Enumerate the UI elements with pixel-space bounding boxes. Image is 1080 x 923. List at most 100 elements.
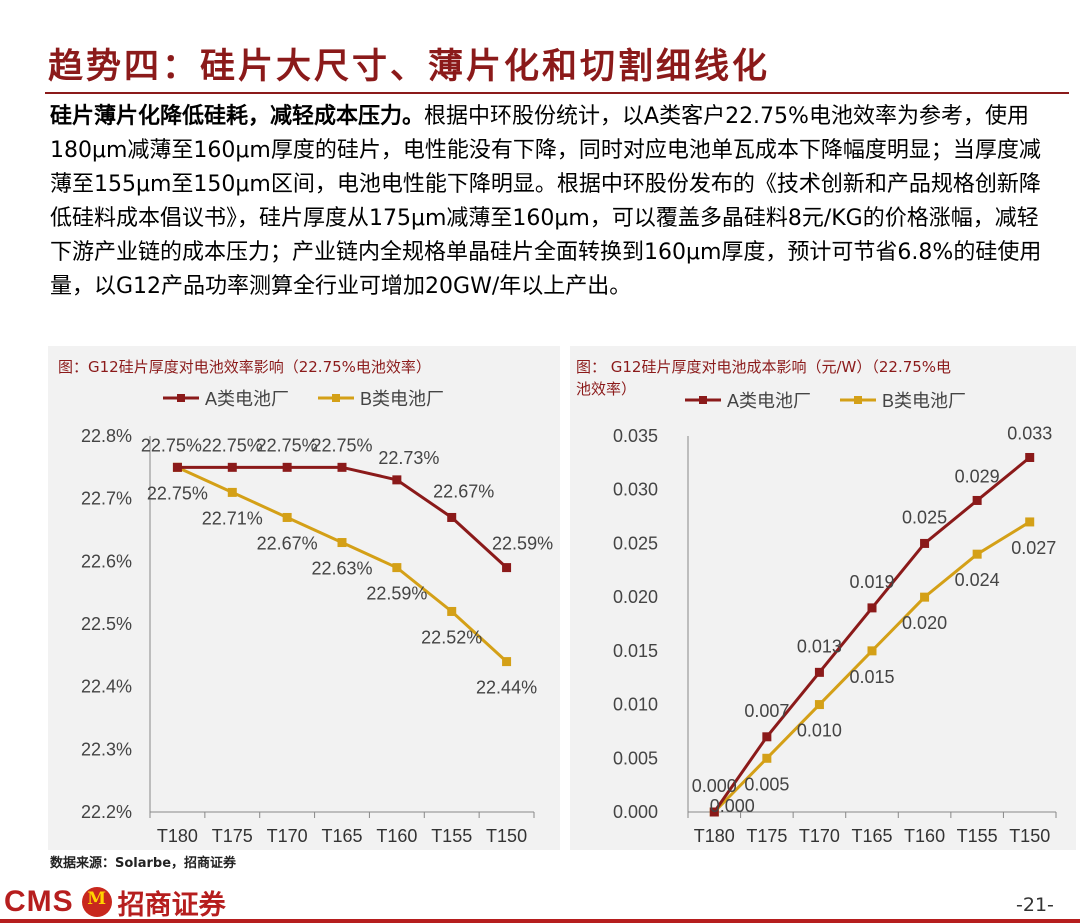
data-label: 22.75% (202, 435, 263, 455)
legend-label: A类电池厂 (727, 391, 811, 411)
x-tick-label: T165 (851, 826, 892, 846)
data-label: 22.75% (257, 435, 318, 455)
legend-marker (854, 396, 862, 404)
data-label: 0.020 (902, 613, 947, 633)
y-tick-label: 0.030 (613, 480, 658, 500)
data-label: 22.71% (202, 508, 263, 528)
data-label: 22.59% (492, 534, 553, 554)
y-tick-label: 22.5% (81, 614, 132, 634)
legend-label: A类电池厂 (205, 389, 289, 409)
y-tick-label: 22.2% (81, 802, 132, 822)
legend-marker (177, 394, 185, 402)
data-point (762, 732, 772, 742)
chart-title-line: 图： G12硅片厚度对电池成本影响（元/W）（22.75%电 (576, 358, 951, 376)
y-tick-label: 22.7% (81, 489, 132, 509)
data-point (762, 753, 772, 763)
data-label: 0.024 (955, 570, 1000, 590)
cost-chart-panel: 图： G12硅片厚度对电池成本影响（元/W）（22.75%电池效率）图： G12… (570, 346, 1076, 850)
data-point (814, 667, 824, 677)
page-number: -21- (1016, 894, 1054, 916)
legend-marker (699, 396, 707, 404)
x-tick-label: T170 (267, 826, 308, 846)
data-label: 22.52% (421, 627, 482, 647)
title-divider (45, 92, 1069, 94)
data-source: 数据来源：Solarbe，招商证券 (50, 856, 237, 871)
x-tick-label: T155 (431, 826, 472, 846)
x-tick-label: T165 (321, 826, 362, 846)
data-label: 22.73% (378, 448, 439, 468)
logo-emblem-icon: M (81, 887, 112, 917)
data-point (1025, 517, 1035, 527)
paragraph-lead: 硅片薄片化降低硅耗，减轻成本压力。 (50, 104, 425, 129)
legend-label: B类电池厂 (882, 391, 966, 411)
data-point (447, 512, 457, 522)
brand-logo: CMS M 招商证券 (4, 884, 226, 921)
x-tick-label: T160 (904, 826, 945, 846)
summary-paragraph: 硅片薄片化降低硅耗，减轻成本压力。根据中环股份统计，以A类客户22.75%电池效… (50, 100, 1050, 304)
legend-label: B类电池厂 (360, 389, 444, 409)
x-tick-label: T170 (799, 826, 840, 846)
data-label: 0.027 (1011, 538, 1056, 558)
footer-bar (0, 919, 1080, 923)
data-point (814, 700, 824, 710)
data-label: 0.000 (692, 776, 737, 796)
data-point (227, 462, 237, 472)
data-point (447, 606, 457, 616)
data-label: 0.007 (744, 701, 789, 721)
y-tick-label: 0.010 (613, 695, 658, 715)
efficiency-chart: 图：G12硅片厚度对电池效率影响（22.75%电池效率） A类电池厂 B类电池厂 22… (58, 358, 553, 846)
brand-latin: CMS (4, 885, 74, 918)
data-label: 22.75% (147, 483, 208, 503)
data-point (502, 657, 512, 667)
data-point (502, 563, 512, 573)
data-point (972, 549, 982, 559)
y-tick-label: 22.3% (81, 739, 132, 759)
paragraph-body: 根据中环股份统计，以A类客户22.75%电池效率为参考，使用180μm减薄至16… (50, 104, 1042, 299)
logo-glyph: M (87, 889, 107, 909)
cost-chart: 图： G12硅片厚度对电池成本影响（元/W）（22.75%电池效率）图： G12… (576, 358, 1057, 846)
x-tick-label: T155 (957, 826, 998, 846)
data-point (920, 538, 930, 548)
data-point (337, 462, 347, 472)
data-point (172, 462, 182, 472)
x-tick-label: T150 (1009, 826, 1050, 846)
data-point (282, 512, 292, 522)
data-point (282, 462, 292, 472)
data-label: 0.029 (955, 466, 1000, 486)
brand-chinese: 招商证券 (117, 889, 226, 921)
y-tick-label: 22.6% (81, 551, 132, 571)
data-label: 0.010 (797, 721, 842, 741)
data-point (227, 487, 237, 497)
y-tick-label: 0.000 (613, 802, 658, 822)
data-point (337, 538, 347, 548)
series-line (713, 456, 1031, 813)
x-tick-label: T175 (746, 826, 787, 846)
data-point (392, 475, 402, 485)
x-tick-label: T150 (486, 826, 527, 846)
data-label: 22.59% (366, 584, 427, 604)
y-tick-label: 22.4% (81, 677, 132, 697)
data-label: 0.000 (710, 796, 755, 816)
data-point (867, 646, 877, 656)
legend-marker (332, 394, 340, 402)
x-tick-label: T180 (694, 826, 735, 846)
x-tick-label: T160 (376, 826, 417, 846)
y-tick-label: 0.035 (613, 426, 658, 446)
y-tick-label: 0.025 (613, 533, 658, 553)
data-label: 22.44% (476, 678, 537, 698)
chart-title: 图：G12硅片厚度对电池效率影响（22.75%电池效率） (58, 358, 431, 376)
data-point (867, 603, 877, 613)
page-title: 趋势四：硅片大尺寸、薄片化和切割细线化 (48, 46, 771, 87)
data-label: 22.67% (257, 533, 318, 553)
data-point (392, 563, 402, 573)
y-tick-label: 0.020 (613, 587, 658, 607)
data-label: 22.63% (311, 559, 372, 579)
data-label: 0.025 (902, 507, 947, 527)
data-label: 0.033 (1007, 423, 1052, 443)
data-point (920, 592, 930, 602)
data-point (709, 807, 719, 817)
x-tick-label: T175 (212, 826, 253, 846)
data-label: 0.015 (849, 667, 894, 687)
data-label: 22.75% (141, 435, 202, 455)
data-label: 0.019 (849, 572, 894, 592)
